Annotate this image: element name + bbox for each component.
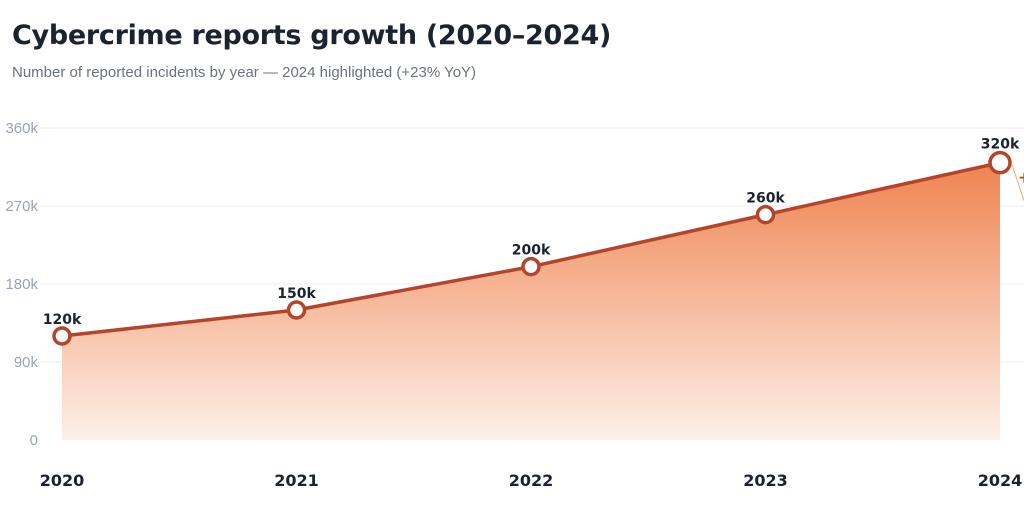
data-label: 200k (512, 243, 551, 259)
area-layer (62, 162, 1000, 440)
data-label: 150k (277, 286, 316, 302)
area-fill (62, 162, 1000, 440)
y-tick-label: 0 (30, 432, 38, 449)
x-tick-label: 2023 (743, 471, 788, 490)
chart-title: Cybercrime reports growth (2020–2024) (12, 20, 612, 51)
x-tick-label: 2024 (978, 471, 1023, 490)
y-tick-label: 270k (5, 198, 38, 215)
highlight-annotation: +23% (1018, 169, 1024, 187)
annotation-connector (1011, 164, 1024, 201)
x-tick-label: 2020 (40, 471, 85, 490)
y-tick-label: 180k (5, 276, 38, 293)
point-layer (52, 150, 1012, 346)
data-label: 260k (746, 191, 785, 207)
y-tick-label: 360k (5, 120, 38, 137)
data-label-layer: 120k 150k 200k 260k 320k (43, 137, 1020, 328)
data-point[interactable] (286, 300, 307, 320)
x-axis-ticks: 2020 2021 2022 2023 2024 (40, 471, 1023, 490)
data-label: 120k (43, 312, 82, 328)
data-point[interactable] (52, 326, 72, 346)
data-point[interactable] (755, 204, 776, 225)
y-axis-ticks: 0 90k 180k 270k 360k (5, 120, 38, 449)
data-point[interactable] (521, 256, 541, 277)
data-point-highlight[interactable] (988, 150, 1012, 175)
x-tick-label: 2022 (509, 471, 554, 490)
y-tick-label: 90k (14, 354, 39, 371)
data-label: 320k (981, 137, 1020, 153)
chart-subtitle: Number of reported incidents by year — 2… (12, 64, 477, 81)
annotation-layer: +23% (1011, 164, 1024, 201)
x-tick-label: 2021 (274, 471, 319, 490)
